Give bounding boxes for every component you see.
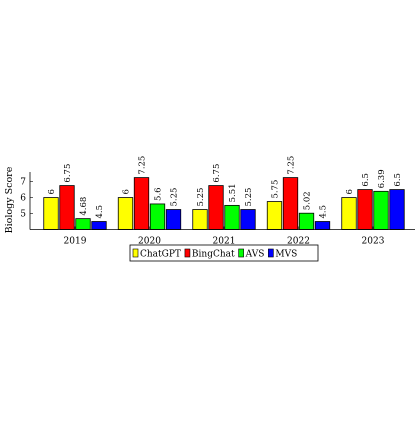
legend-label-bingchat: BingChat [192, 250, 235, 260]
bar-mvs-2021 [240, 209, 256, 230]
data-label-bingchat-2023: 6.5 [361, 173, 371, 187]
x-tick-label-2020: 2020 [138, 237, 161, 247]
legend: ChatGPT BingChat AVS MVS [129, 244, 319, 262]
x-tick-label-2019: 2019 [64, 237, 87, 247]
bar-chatgpt-2019 [43, 197, 59, 230]
x-tick-label-2021: 2021 [213, 237, 236, 247]
x-tick-label-2022: 2022 [287, 237, 310, 247]
data-label-bingchat-2021: 6.75 [212, 164, 222, 183]
bars-layer [43, 177, 405, 230]
data-label-mvs-2019: 4.5 [95, 205, 105, 219]
bar-chatgpt-2020 [117, 197, 134, 230]
bar-bingchat-2021 [208, 185, 224, 230]
bar-avs-2021 [224, 204, 240, 230]
bar-bingchat-2019 [59, 185, 75, 230]
bar-bingchat-2023 [357, 189, 373, 230]
bar-avs-2023 [373, 190, 389, 230]
legend-label-chatgpt: ChatGPT [140, 250, 181, 260]
y-tick-label-6: 6 [20, 194, 26, 204]
data-label-bingchat-2020: 7.25 [138, 156, 148, 175]
data-label-chatgpt-2023: 6 [345, 189, 355, 194]
legend-label-avs: AVS [245, 250, 265, 260]
data-label-mvs-2021: 5.25 [244, 188, 254, 207]
legend-label-mvs: MVS [275, 250, 297, 260]
bar-chatgpt-2022 [266, 201, 283, 230]
bar-mvs-2019 [91, 221, 107, 230]
bar-bingchat-2022 [282, 177, 299, 230]
bar-mvs-2020 [165, 209, 182, 230]
data-label-avs-2022: 5.02 [303, 191, 313, 210]
data-label-chatgpt-2021: 5.25 [196, 188, 206, 207]
data-label-chatgpt-2022: 5.75 [271, 180, 281, 199]
legend-swatch-mvs [268, 248, 274, 258]
bar-avs-2019 [75, 218, 91, 230]
bar-bingchat-2020 [133, 177, 150, 230]
legend-swatch-avs [238, 248, 244, 258]
y-tick-label-7: 7 [20, 178, 26, 188]
axes-layer: 2019 2020 2021 2022 2023 5 6 7 [20, 172, 415, 247]
data-label-avs-2019: 4.68 [79, 197, 89, 216]
legend-swatch-chatgpt [132, 248, 139, 258]
bar-mvs-2022 [314, 221, 331, 230]
data-label-bingchat-2022: 7.25 [287, 156, 297, 175]
bar-mvs-2023 [389, 189, 405, 230]
data-label-mvs-2023: 6.5 [393, 173, 403, 187]
data-label-avs-2020: 5.6 [154, 187, 164, 201]
bar-chatgpt-2021 [192, 209, 208, 230]
data-label-chatgpt-2020: 6 [122, 189, 132, 194]
bar-avs-2020 [149, 203, 166, 230]
y-tick-label-5: 5 [20, 210, 26, 220]
data-label-bingchat-2019: 6.75 [63, 164, 73, 183]
data-label-avs-2021: 5.51 [228, 183, 238, 202]
data-label-avs-2023: 6.39 [377, 169, 387, 188]
legend-swatch-bingchat [184, 248, 191, 258]
data-label-mvs-2022: 4.5 [319, 205, 329, 219]
bar-chatgpt-2023 [341, 197, 357, 230]
data-label-chatgpt-2019: 6 [47, 189, 57, 194]
x-tick-label-2023: 2023 [362, 237, 385, 247]
y-axis-label: Biology Score [4, 166, 15, 233]
data-label-mvs-2020: 5.25 [170, 188, 180, 207]
data-labels-layer: 6 6.75 4.68 4.5 6 7.25 5.6 5.25 5.25 6.75 5.51 5.25… [47, 156, 403, 219]
bar-avs-2022 [298, 212, 315, 230]
